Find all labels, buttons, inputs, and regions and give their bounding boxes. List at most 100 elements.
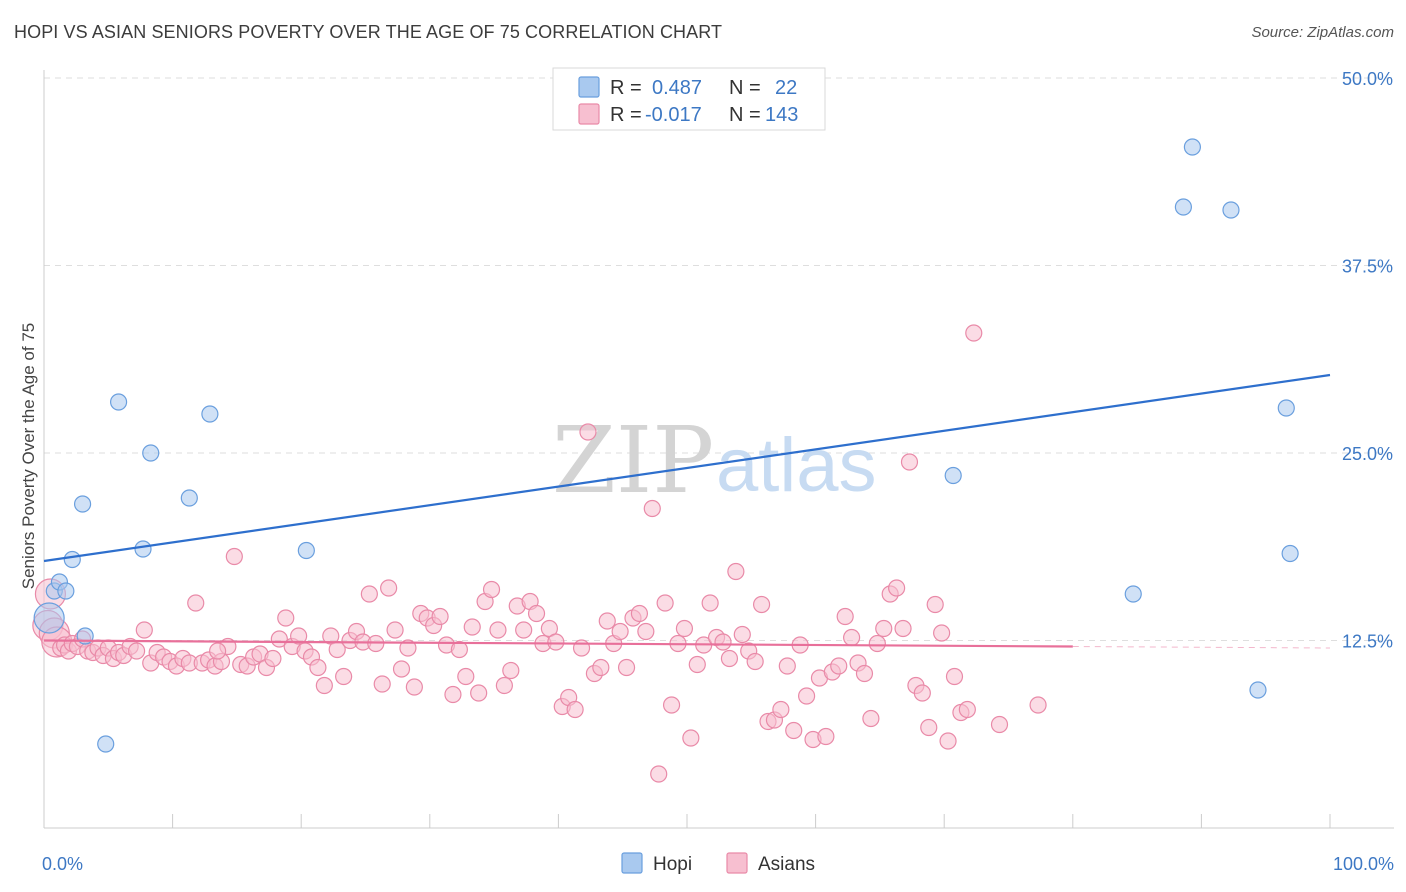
bottom-legend-swatch-hopi <box>621 852 643 874</box>
asians-points <box>32 324 1047 783</box>
asians-point-146 <box>945 667 964 686</box>
asians-point-106 <box>688 655 706 674</box>
y-tick-label-3: 50.0% <box>1342 69 1393 89</box>
asians-point-72 <box>470 684 488 702</box>
bottom-legend-label-hopi: Hopi <box>653 854 692 875</box>
trend-extension-asians <box>1072 646 1331 649</box>
asians-point-77 <box>502 661 520 680</box>
asians-point-42 <box>277 609 295 627</box>
asians-point-59 <box>386 621 404 639</box>
asians-point-130 <box>843 628 861 647</box>
asians-point-20 <box>135 621 153 639</box>
asians-point-99 <box>643 499 661 518</box>
legend-n-value-asians: 143 <box>765 104 798 126</box>
bottom-legend-swatch-asians <box>726 852 748 874</box>
asians-point-55 <box>360 585 378 603</box>
asians-point-28 <box>187 594 205 612</box>
asians-point-134 <box>868 634 886 653</box>
asians-point-141 <box>913 684 931 702</box>
asians-point-123 <box>797 687 816 705</box>
asians-point-104 <box>675 619 694 638</box>
hopi-point-2 <box>57 582 75 600</box>
hopi-point-15 <box>1174 198 1192 216</box>
legend-r-value-asians: -0.017 <box>645 104 702 126</box>
asians-point-129 <box>836 607 854 626</box>
legend-r-value-hopi: 0.487 <box>652 77 702 99</box>
hopi-point-3 <box>63 550 81 569</box>
asians-point-48 <box>315 676 333 695</box>
hopi-point-6 <box>97 735 115 753</box>
asians-point-89 <box>579 423 597 441</box>
asians-point-87 <box>566 700 584 719</box>
asians-point-143 <box>926 595 944 614</box>
legend-n-label-asians: N = <box>729 104 761 126</box>
asians-point-128 <box>830 657 848 675</box>
asians-point-119 <box>772 700 790 719</box>
legend-swatch-asians <box>578 103 600 125</box>
asians-point-112 <box>727 562 745 581</box>
asians-point-76 <box>495 676 513 695</box>
hopi-point-12 <box>297 541 315 560</box>
asians-point-151 <box>1029 696 1047 714</box>
asians-point-100 <box>650 765 668 783</box>
x-tick-label-0: 0.0% <box>42 854 83 874</box>
trend-line-asians <box>43 639 1073 648</box>
legend-r-label-hopi: R = <box>610 77 642 99</box>
asians-point-71 <box>463 618 481 636</box>
source-label: Source: ZipAtlas.com <box>1251 24 1394 41</box>
asians-point-66 <box>431 607 449 626</box>
hopi-point-16 <box>1183 138 1201 156</box>
asians-point-60 <box>392 660 411 678</box>
asians-point-102 <box>662 696 681 714</box>
hopi-point-19 <box>1277 399 1295 417</box>
asians-point-105 <box>682 729 700 747</box>
asians-point-94 <box>611 622 629 641</box>
asians-point-98 <box>637 622 655 641</box>
asians-point-113 <box>733 625 751 644</box>
asians-point-58 <box>380 579 398 597</box>
grid <box>44 77 1394 641</box>
asians-point-19 <box>127 642 146 660</box>
asians-point-62 <box>405 678 423 696</box>
hopi-point-17 <box>1222 201 1240 219</box>
y-axis-label: Seniors Poverty Over the Age of 75 <box>19 323 38 589</box>
legend-n-label-hopi: N = <box>729 77 761 99</box>
y-tick-label-0: 12.5% <box>1342 632 1393 652</box>
asians-point-133 <box>862 709 880 728</box>
watermark-zip: ZIP <box>552 407 714 514</box>
asians-point-40 <box>264 649 282 668</box>
y-tick-labels: 12.5% 25.0% 37.5% 50.0% <box>1342 69 1393 652</box>
legend-n-value-hopi: 22 <box>775 77 797 99</box>
asians-point-74 <box>482 580 501 599</box>
bottom-legend: Hopi Asians <box>621 852 815 875</box>
asians-point-69 <box>450 640 468 659</box>
asians-point-115 <box>746 652 764 671</box>
asians-point-142 <box>920 718 938 737</box>
asians-point-126 <box>817 727 835 746</box>
asians-point-51 <box>335 667 353 686</box>
asians-point-108 <box>701 594 719 612</box>
hopi-point-4 <box>73 495 92 513</box>
asians-point-138 <box>894 619 912 638</box>
asians-point-152 <box>209 642 227 660</box>
asians-point-145 <box>939 732 957 750</box>
asians-point-44 <box>290 627 308 645</box>
asians-point-84 <box>547 633 565 651</box>
asians-point-110 <box>714 633 732 651</box>
asians-point-121 <box>785 721 803 740</box>
asians-point-144 <box>933 624 951 642</box>
asians-point-116 <box>752 595 771 614</box>
asians-point-101 <box>656 594 674 612</box>
asians-point-95 <box>617 658 636 677</box>
hopi-point-20 <box>1281 544 1299 563</box>
legend: R = 0.487 N = 22 R = -0.017 N = 143 <box>552 67 826 131</box>
asians-point-88 <box>572 639 591 657</box>
legend-swatch-hopi <box>578 76 600 98</box>
asians-point-150 <box>990 715 1009 734</box>
hopi-point-21 <box>33 602 65 634</box>
asians-point-34 <box>225 547 243 566</box>
asians-point-47 <box>309 658 327 677</box>
asians-point-135 <box>875 619 893 638</box>
hopi-points <box>33 138 1299 753</box>
